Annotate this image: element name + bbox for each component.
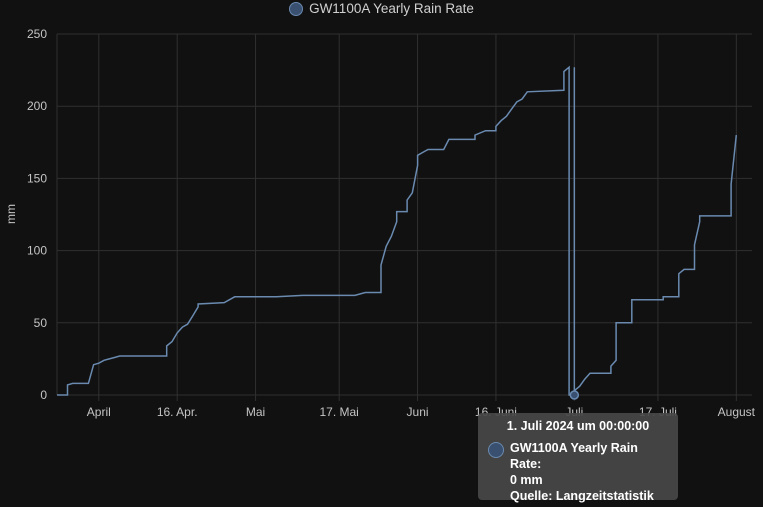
- x-tick-label: 16. Apr.: [157, 405, 198, 419]
- legend-circle-icon: [289, 1, 304, 16]
- y-tick-label: 250: [27, 27, 47, 41]
- tooltip-value: 0 mm: [510, 473, 543, 487]
- tooltip-series-circle-icon: [488, 442, 504, 458]
- tooltip-title: 1. Juli 2024 um 00:00:00: [506, 419, 650, 433]
- x-tick-label: April: [87, 405, 111, 419]
- y-tick-label: 200: [27, 99, 47, 113]
- tooltip-row: GW1100A Yearly Rain Rate: 0 mm Quelle: L…: [488, 440, 668, 504]
- y-axis-label: mm: [4, 204, 18, 224]
- y-tick-label: 0: [40, 388, 47, 402]
- x-tick-label: August: [718, 405, 756, 419]
- series-line[interactable]: [57, 65, 738, 396]
- y-axis-ticks: 0 50 100 150 200 250: [27, 27, 47, 402]
- tooltip-series-name: GW1100A Yearly Rain Rate:: [510, 441, 638, 471]
- tooltip: 1. Juli 2024 um 00:00:00 GW1100A Yearly …: [478, 413, 678, 503]
- tooltip-source: Quelle: Langzeitstatistik: [510, 489, 654, 503]
- x-tick-label: 17. Mai: [320, 405, 359, 419]
- x-tick-label: Mai: [246, 405, 265, 419]
- y-tick-label: 50: [34, 316, 48, 330]
- chart-grid: [56, 33, 752, 401]
- x-tick-label: Juni: [407, 405, 429, 419]
- y-tick-label: 100: [27, 244, 47, 258]
- highlighted-point[interactable]: [569, 390, 580, 400]
- legend-item[interactable]: GW1100A Yearly Rain Rate: [0, 1, 763, 16]
- legend-label: GW1100A Yearly Rain Rate: [309, 1, 474, 16]
- y-tick-label: 150: [27, 171, 47, 185]
